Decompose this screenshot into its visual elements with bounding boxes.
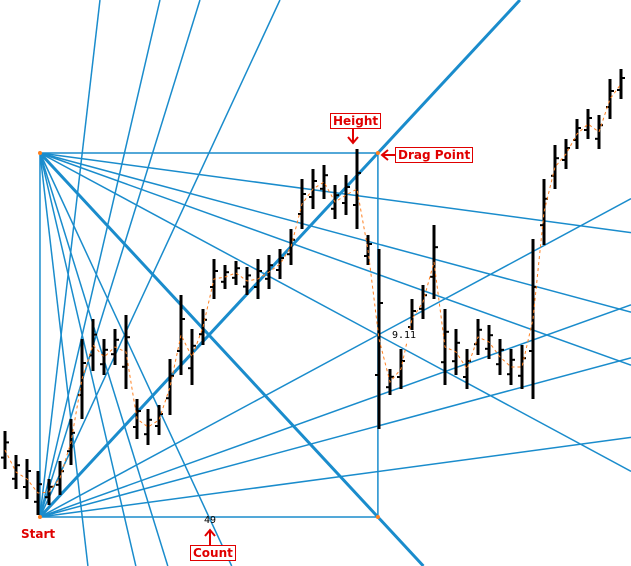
count-label: Count	[190, 545, 236, 561]
gann-fan-line	[39, 152, 631, 366]
height-label: Height	[330, 113, 382, 129]
drag-point-arrow-icon	[380, 149, 395, 161]
gann-fan-line	[39, 0, 161, 518]
gann-handle	[37, 515, 42, 519]
gann-handle	[375, 151, 380, 155]
gann-1x1-line	[38, 151, 425, 566]
count-arrow-icon	[204, 528, 216, 545]
midpoint-line	[4, 83, 622, 494]
gann-fan-line	[39, 0, 201, 518]
gann-fan-line	[39, 0, 281, 518]
height-arrow-icon	[347, 129, 359, 145]
start-label: Start	[21, 527, 56, 541]
count-readout: 49	[204, 515, 217, 526]
gann-fan-line	[39, 436, 631, 518]
gann-handle	[37, 151, 42, 155]
gann-fan-line	[39, 152, 631, 472]
gann-fan-line	[39, 0, 101, 518]
price-readout: 9.11	[392, 330, 417, 341]
drag-point-label: Drag Point	[395, 147, 474, 163]
gann-fan-line	[39, 152, 89, 566]
gann-handle	[375, 515, 380, 519]
gann-fan-line	[39, 152, 233, 566]
